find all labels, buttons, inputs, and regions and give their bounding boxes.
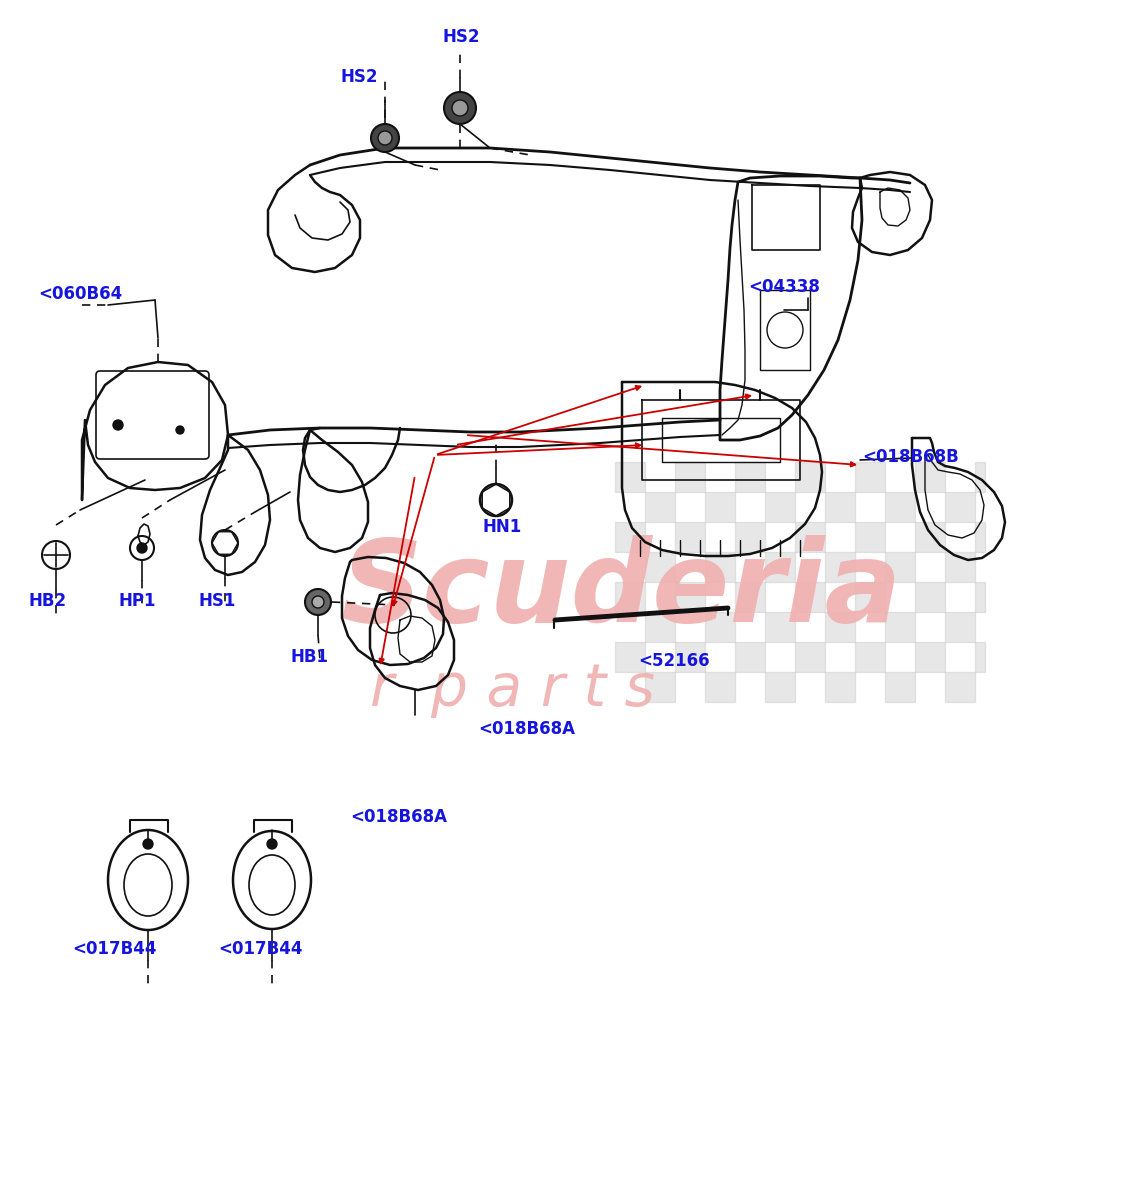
Bar [615, 462, 645, 492]
Bar [615, 642, 645, 672]
Bar [615, 582, 645, 612]
Bar [645, 672, 676, 702]
Bar [765, 492, 795, 522]
Text: HP1: HP1 [118, 592, 156, 610]
Bar [645, 552, 676, 582]
Circle shape [378, 131, 392, 145]
Circle shape [267, 839, 277, 850]
Circle shape [444, 92, 476, 124]
Bar [855, 642, 885, 672]
Bar [705, 612, 735, 642]
Bar [705, 492, 735, 522]
Text: <017B44: <017B44 [72, 940, 157, 958]
Bar [676, 522, 705, 552]
Bar [885, 672, 915, 702]
Bar [976, 522, 985, 552]
Bar [976, 642, 985, 672]
Bar [765, 612, 795, 642]
Bar [976, 462, 985, 492]
Bar [795, 582, 826, 612]
Text: HN1: HN1 [482, 518, 521, 536]
Bar [945, 492, 976, 522]
Bar [676, 642, 705, 672]
Text: <060B64: <060B64 [38, 284, 123, 302]
Circle shape [311, 596, 324, 608]
Bar [735, 522, 765, 552]
Bar [795, 462, 826, 492]
Bar [915, 462, 945, 492]
Bar [795, 642, 826, 672]
Bar [676, 462, 705, 492]
Bar [705, 672, 735, 702]
Circle shape [143, 839, 153, 850]
Bar [735, 582, 765, 612]
Bar [735, 642, 765, 672]
Text: HB2: HB2 [27, 592, 66, 610]
Circle shape [137, 542, 147, 553]
Bar [976, 582, 985, 612]
Bar [795, 522, 826, 552]
Circle shape [176, 426, 184, 434]
Text: <018B68A: <018B68A [350, 808, 447, 826]
Text: <018B68A: <018B68A [477, 720, 575, 738]
Bar [885, 492, 915, 522]
Bar [765, 672, 795, 702]
Bar [915, 522, 945, 552]
Bar [826, 612, 855, 642]
Text: Scuderia: Scuderia [340, 534, 901, 646]
Text: HS2: HS2 [340, 68, 378, 86]
Bar [645, 612, 676, 642]
Circle shape [113, 420, 123, 430]
Circle shape [452, 100, 468, 116]
Bar [765, 552, 795, 582]
Bar [855, 522, 885, 552]
Bar [735, 462, 765, 492]
Bar [885, 612, 915, 642]
Bar [645, 492, 676, 522]
Text: HS1: HS1 [198, 592, 236, 610]
Bar [855, 462, 885, 492]
Text: <52166: <52166 [638, 652, 710, 670]
Bar [945, 552, 976, 582]
Bar [826, 552, 855, 582]
Text: HB1: HB1 [290, 648, 327, 666]
Text: <017B44: <017B44 [218, 940, 302, 958]
Bar [915, 582, 945, 612]
Bar [676, 582, 705, 612]
Text: <04338: <04338 [748, 278, 820, 296]
Text: HS2: HS2 [442, 28, 480, 46]
Bar [915, 642, 945, 672]
Circle shape [371, 124, 398, 152]
Bar [945, 612, 976, 642]
Text: r  p a r t s: r p a r t s [370, 661, 655, 719]
Bar [615, 522, 645, 552]
Circle shape [305, 589, 331, 614]
Bar [885, 552, 915, 582]
Bar [945, 672, 976, 702]
Bar [826, 672, 855, 702]
Bar [826, 492, 855, 522]
Text: <018B68B: <018B68B [862, 448, 958, 466]
Bar [855, 582, 885, 612]
Bar [705, 552, 735, 582]
